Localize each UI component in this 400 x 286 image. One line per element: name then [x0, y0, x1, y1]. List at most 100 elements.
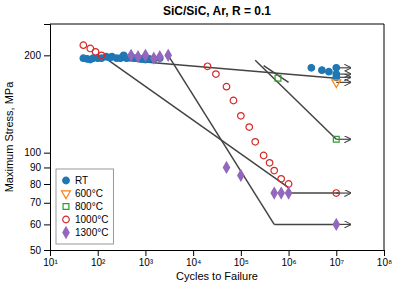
y-tick-mark: [44, 250, 50, 251]
x-tick-mark: [384, 250, 385, 256]
point: [151, 53, 157, 64]
legend: RT600°C800°C1000°C1300°C: [56, 169, 113, 244]
legend-box: [56, 169, 113, 244]
x-tick-label: 10⁶: [281, 257, 296, 268]
x-tick-mark: [98, 250, 99, 256]
point-group: [80, 52, 340, 81]
legend-label: 600°C: [75, 188, 103, 199]
x-tick: 10⁵: [234, 250, 249, 268]
legend-symbol: [63, 216, 70, 223]
point: [285, 188, 291, 199]
legend-label: 800°C: [75, 201, 103, 212]
x-tick-mark: [241, 250, 242, 256]
point: [326, 68, 333, 75]
point: [238, 170, 244, 181]
x-tick: 10¹: [43, 250, 58, 268]
y-tick: 70: [30, 197, 50, 208]
x-tick-label: 10³: [139, 257, 154, 268]
y-tick-label: 80: [30, 179, 42, 190]
point: [223, 83, 230, 90]
y-tick-label: 90: [30, 162, 42, 173]
legend-label: RT: [75, 175, 88, 186]
y-tick-mark: [44, 153, 50, 154]
point: [260, 152, 267, 159]
y-tick: 200: [24, 50, 50, 61]
point: [238, 113, 245, 120]
point: [278, 176, 285, 183]
x-tick-mark: [289, 250, 290, 256]
x-axis-title: Cycles to Failure: [176, 270, 258, 282]
x-tick: 10⁶: [281, 250, 296, 268]
legend-symbol: [62, 191, 71, 199]
plot-frame: [50, 24, 384, 25]
y-tick-label: 100: [24, 147, 41, 158]
y-tick-mark: [44, 55, 50, 56]
point: [333, 65, 340, 72]
y-tick: 50: [30, 245, 50, 256]
point: [80, 42, 87, 49]
legend-symbol: [63, 177, 70, 184]
point: [165, 50, 171, 61]
point-group: [80, 42, 340, 196]
y-tick: 60: [30, 219, 50, 230]
point: [204, 63, 211, 70]
y-tick-label: 70: [30, 197, 42, 208]
y-tick: 80: [30, 179, 50, 190]
point: [271, 188, 277, 199]
trend-line: [255, 60, 336, 139]
point-group: [128, 50, 339, 230]
point: [333, 136, 339, 142]
x-tick: 10⁷: [329, 250, 344, 268]
legend-label: 1300°C: [75, 227, 108, 238]
y-axis-title: Maximum Stress, MPa: [3, 81, 15, 193]
x-tick-label: 10⁵: [234, 257, 249, 268]
legend-symbol: [63, 227, 69, 238]
x-tick-mark: [336, 250, 337, 256]
x-tick-label: 10⁴: [186, 257, 201, 268]
point: [271, 167, 278, 174]
point: [213, 71, 220, 78]
point: [333, 190, 340, 197]
x-axis: 10¹ 10² 10³ 10⁴ 10⁵ 10⁶ 10⁷ 10⁸: [43, 250, 392, 268]
x-tick-mark: [193, 250, 194, 256]
x-tick: 10⁴: [186, 250, 201, 268]
point: [246, 124, 253, 131]
point: [142, 50, 148, 61]
point: [135, 51, 141, 62]
point: [278, 188, 284, 199]
y-tick-label: 50: [30, 245, 42, 256]
x-tick: 10²: [91, 250, 106, 268]
y-tick-mark: [44, 203, 50, 204]
trend-line: [101, 55, 288, 187]
y-axis-line: [44, 25, 51, 251]
point: [266, 160, 273, 167]
point: [252, 139, 259, 146]
point: [128, 50, 134, 61]
point: [275, 75, 281, 81]
x-tick-label: 10⁸: [377, 257, 392, 268]
trend-line: [168, 55, 274, 224]
x-tick: 10⁸: [377, 250, 392, 268]
runout-arrow: [336, 192, 350, 193]
point: [157, 51, 163, 62]
y-tick-label: 200: [24, 50, 41, 61]
x-tick: 10³: [139, 250, 154, 268]
point: [332, 80, 341, 88]
point: [285, 181, 292, 188]
y-axis: 50 60 70 80 90 100 200: [24, 25, 50, 256]
x-tick-label: 10⁷: [329, 257, 344, 268]
y-tick-mark: [44, 184, 50, 185]
y-tick-mark: [44, 224, 50, 225]
x-axis-line: [51, 251, 385, 257]
plot-area: [80, 42, 351, 230]
chart: 10¹ 10² 10³ 10⁴ 10⁵ 10⁶ 10⁷ 10⁸ 50 60 70 80 90 100 200…: [0, 0, 400, 286]
x-tick-label: 10¹: [43, 257, 58, 268]
y-tick: 100: [24, 147, 50, 158]
point: [308, 65, 315, 72]
point: [333, 219, 339, 230]
point: [230, 97, 237, 104]
point: [223, 162, 229, 173]
legend-symbol: [63, 204, 69, 210]
point: [98, 52, 105, 59]
y-tick-mark: [44, 167, 50, 168]
